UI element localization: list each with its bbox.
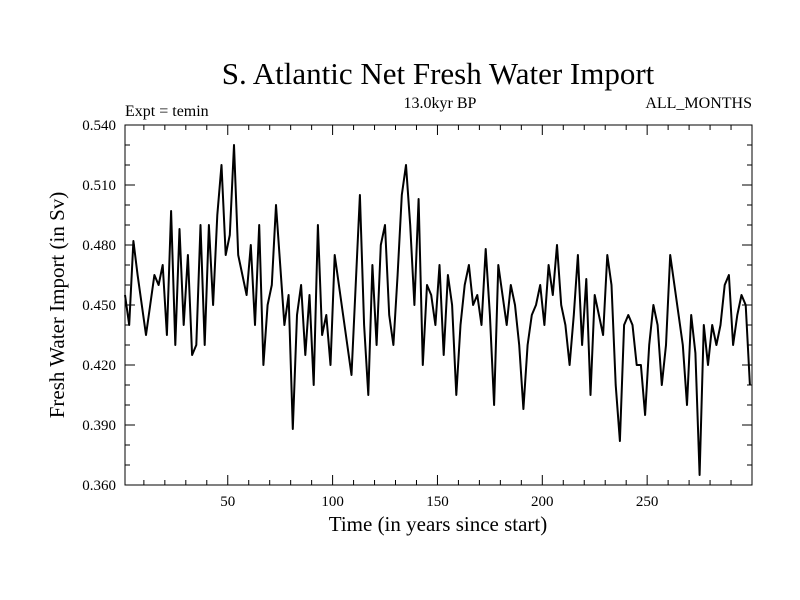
plot-frame	[124, 124, 753, 486]
y-tick-label: 0.360	[82, 478, 116, 494]
series-line	[124, 144, 751, 476]
y-tick-label: 0.540	[82, 118, 116, 134]
x-tick-label: 250	[636, 494, 659, 510]
y-tick-label: 0.450	[82, 298, 116, 314]
months-label: ALL_MONTHS	[645, 95, 752, 112]
y-tick-label: 0.480	[82, 238, 116, 254]
x-tick-label: 100	[321, 494, 344, 510]
x-tick-label: 50	[220, 494, 235, 510]
chart-title: S. Atlantic Net Fresh Water Import	[222, 56, 655, 91]
y-axis-label: Fresh Water Import (in Sv)	[45, 192, 69, 419]
x-tick-label: 150	[426, 494, 449, 510]
period-label: 13.0kyr BP	[404, 95, 477, 112]
y-tick-label: 0.510	[82, 178, 116, 194]
y-tick-label: 0.390	[82, 418, 116, 434]
experiment-label: Expt = temin	[125, 103, 209, 120]
x-axis-label: Time (in years since start)	[329, 512, 548, 536]
x-tick-label: 200	[531, 494, 554, 510]
y-tick-label: 0.420	[82, 358, 116, 374]
